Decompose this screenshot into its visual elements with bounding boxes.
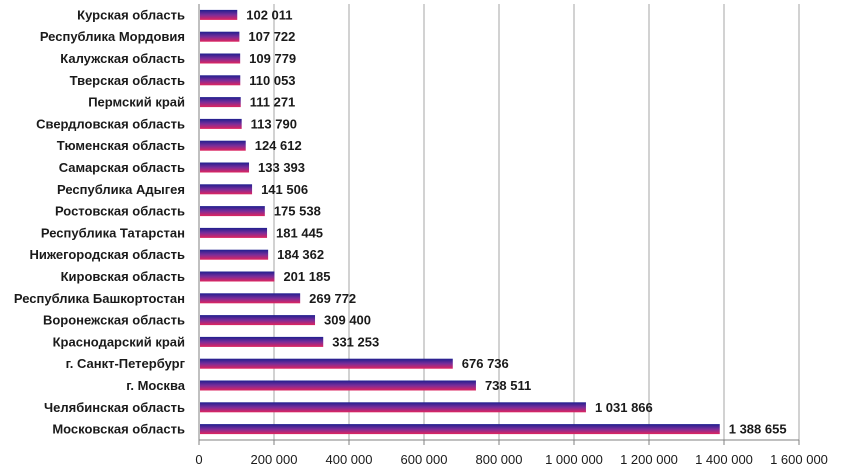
bar: [200, 118, 242, 129]
bar: [200, 380, 476, 391]
bars: [200, 9, 720, 435]
bar: [200, 140, 246, 151]
value-label: 309 400: [324, 313, 371, 328]
value-label: 175 538: [274, 204, 321, 219]
value-label: 201 185: [283, 269, 330, 284]
bar: [200, 293, 301, 304]
x-tick-label: 1 000 000: [545, 452, 603, 467]
category-label: Краснодарский край: [53, 334, 185, 349]
category-label: Воронежская область: [43, 313, 185, 328]
category-label: г. Санкт-Петербург: [66, 356, 186, 371]
bar: [200, 184, 253, 195]
x-axis-tick-labels: 0 200 000 400 000 600 000 800 000 1 000 000 1 …: [195, 452, 828, 467]
category-label: Московская область: [52, 422, 185, 437]
gridlines: [198, 4, 800, 445]
bar: [200, 336, 324, 347]
value-label: 133 393: [258, 160, 305, 175]
bar: [200, 53, 241, 64]
category-label: Нижегородская область: [29, 247, 185, 262]
value-label: 181 445: [276, 225, 323, 240]
bar: [200, 206, 265, 217]
category-label: Республика Башкортостан: [14, 291, 185, 306]
value-label: 113 790: [251, 116, 297, 131]
value-label: 184 362: [277, 247, 324, 262]
x-tick-label: 800 000: [476, 452, 523, 467]
bar: [200, 249, 269, 260]
bar: [200, 358, 453, 369]
bar: [200, 97, 241, 108]
category-label: Кировская область: [61, 269, 185, 284]
category-label: Калужская область: [60, 51, 185, 66]
category-label: Ростовская область: [55, 204, 185, 219]
bar: [200, 227, 268, 238]
value-label: 1 388 655: [729, 422, 787, 437]
x-tick-label: 400 000: [326, 452, 373, 467]
category-label: Самарская область: [59, 160, 185, 175]
x-tick-label: 200 000: [251, 452, 298, 467]
category-label: Республика Татарстан: [41, 225, 185, 240]
value-label: 1 031 866: [595, 400, 653, 415]
bar: [200, 9, 238, 20]
x-tick-label: 1 200 000: [620, 452, 678, 467]
value-label: 111 271: [250, 95, 296, 110]
value-label: 109 779: [249, 51, 296, 66]
value-labels: 1 388 655 1 031 866 738 511 676 736 331 253 3…: [246, 7, 786, 436]
bar: [200, 162, 250, 173]
category-label: Свердловская область: [36, 116, 185, 131]
x-tick-label: 1 600 000: [770, 452, 828, 467]
value-label: 269 772: [309, 291, 356, 306]
category-label: г. Москва: [126, 378, 185, 393]
value-label: 141 506: [261, 182, 308, 197]
category-label: Курская область: [77, 7, 185, 22]
category-label: Пермский край: [88, 95, 185, 110]
bar: [200, 75, 241, 86]
value-label: 107 722: [248, 29, 295, 44]
value-label: 124 612: [255, 138, 302, 153]
bar: [200, 31, 240, 42]
category-label: Тверская область: [70, 73, 185, 88]
category-label: Челябинская область: [44, 400, 185, 415]
category-labels: Московская область Челябинская область г. …: [14, 7, 186, 436]
value-label: 110 053: [249, 73, 295, 88]
bar: [200, 271, 275, 282]
bar: [200, 315, 316, 326]
x-tick-label: 1 400 000: [695, 452, 753, 467]
value-label: 738 511: [485, 378, 531, 393]
bar: [200, 424, 720, 435]
x-tick-label: 0: [195, 452, 202, 467]
category-label: Республика Адыгея: [57, 182, 185, 197]
category-label: Республика Мордовия: [40, 29, 185, 44]
category-label: Тюменская область: [57, 138, 185, 153]
value-label: 676 736: [462, 356, 509, 371]
value-label: 102 011: [246, 7, 292, 22]
value-label: 331 253: [332, 334, 379, 349]
bar: [200, 402, 586, 413]
x-tick-label: 600 000: [401, 452, 448, 467]
